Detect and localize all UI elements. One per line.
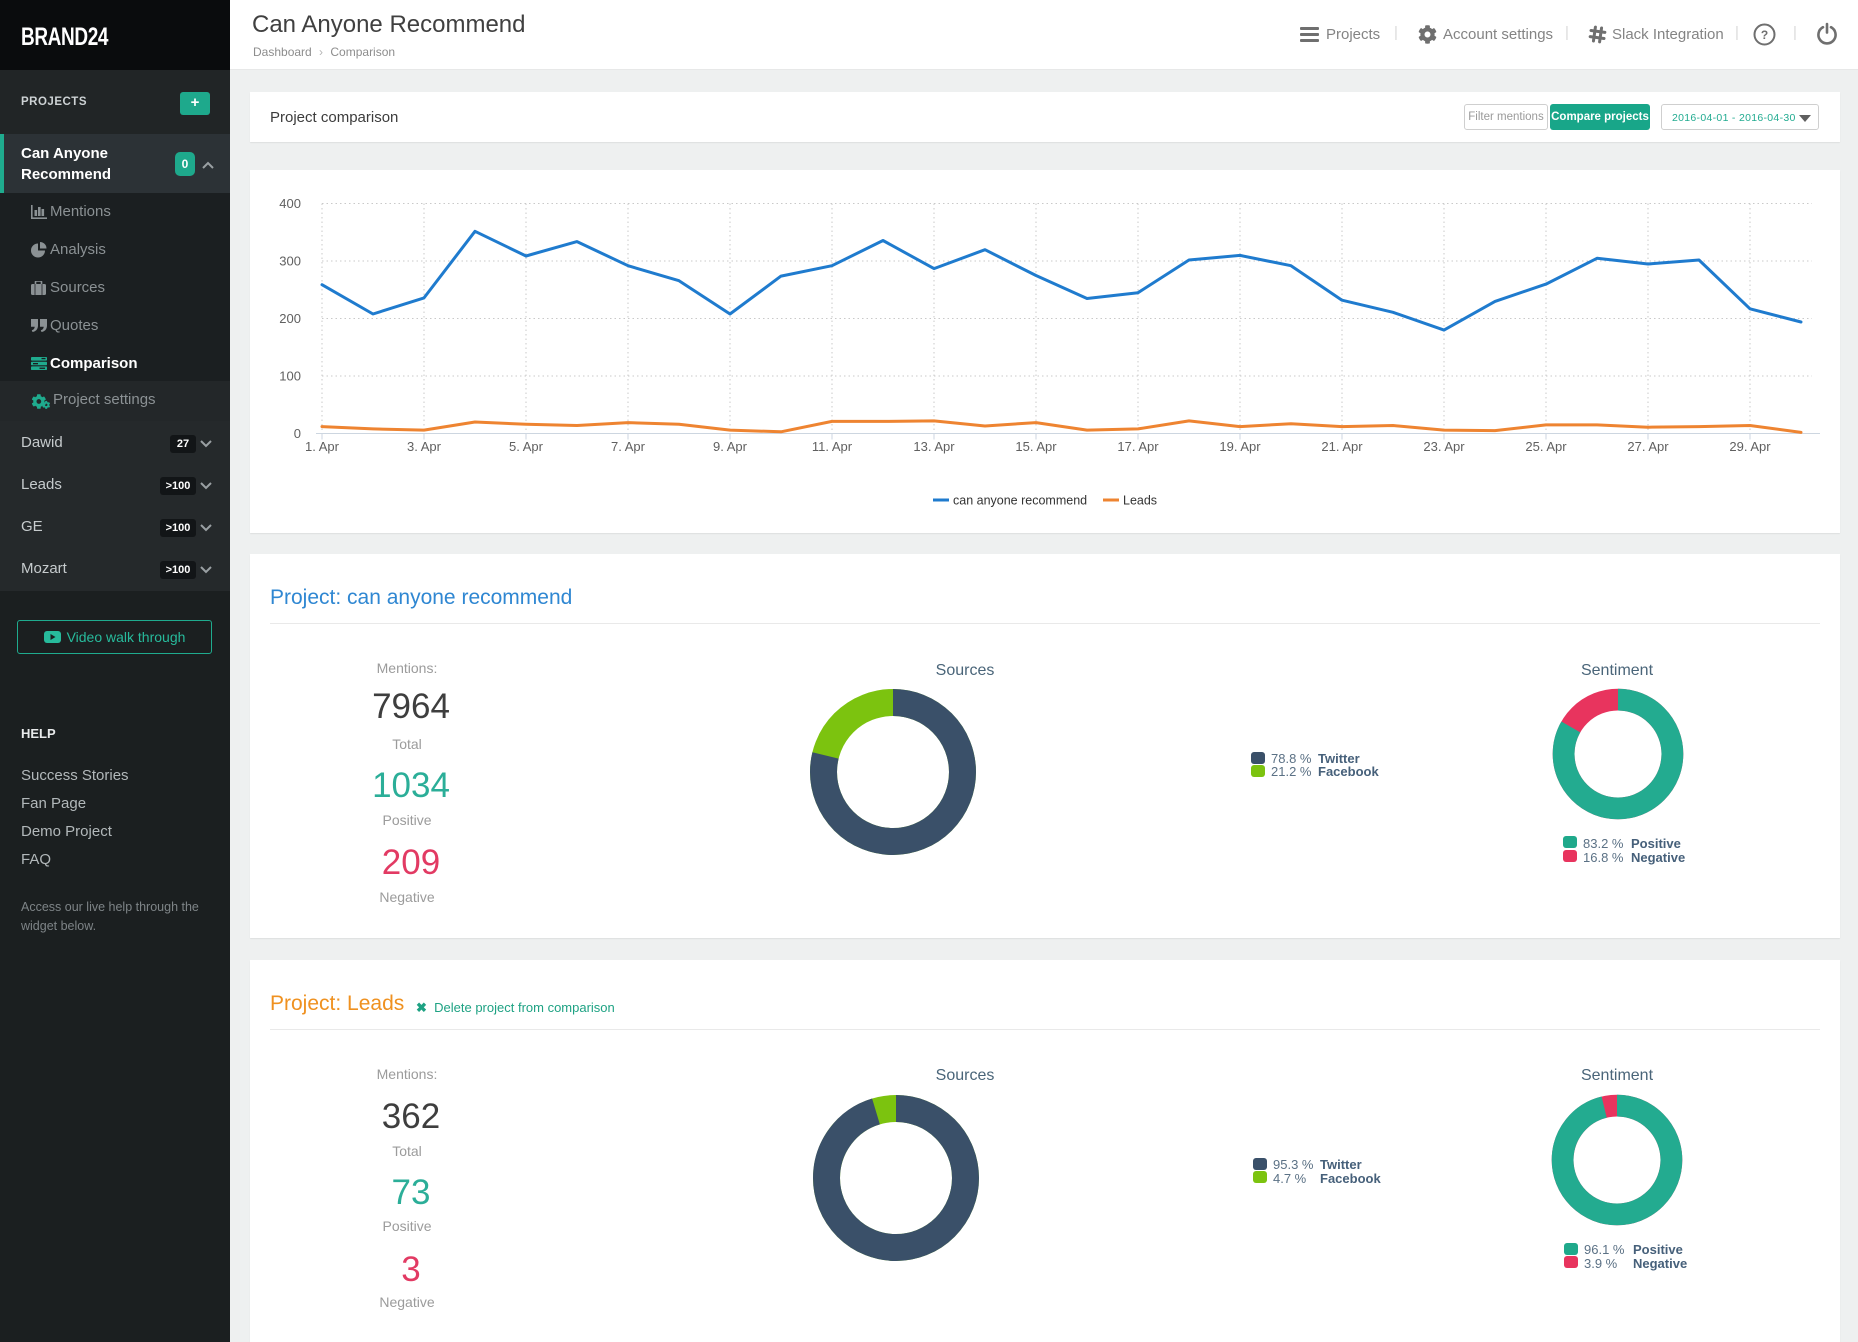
svg-text:100: 100 [279, 369, 301, 384]
svg-text:27. Apr: 27. Apr [1627, 439, 1669, 454]
svg-text:5. Apr: 5. Apr [509, 439, 544, 454]
svg-text:15. Apr: 15. Apr [1015, 439, 1057, 454]
svg-text:11. Apr: 11. Apr [812, 439, 853, 454]
svg-text:Leads: Leads [1123, 494, 1157, 508]
svg-text:17. Apr: 17. Apr [1117, 439, 1159, 454]
svg-text:29. Apr: 29. Apr [1729, 439, 1771, 454]
svg-text:9. Apr: 9. Apr [713, 439, 748, 454]
svg-text:25. Apr: 25. Apr [1525, 439, 1567, 454]
svg-text:23. Apr: 23. Apr [1423, 439, 1465, 454]
svg-text:0: 0 [294, 426, 301, 441]
svg-text:13. Apr: 13. Apr [913, 439, 955, 454]
svg-text:can anyone recommend: can anyone recommend [953, 494, 1087, 508]
svg-text:7. Apr: 7. Apr [611, 439, 646, 454]
svg-text:?: ? [1761, 28, 1768, 42]
svg-text:3. Apr: 3. Apr [407, 439, 442, 454]
svg-text:19. Apr: 19. Apr [1219, 439, 1261, 454]
svg-text:1. Apr: 1. Apr [305, 439, 340, 454]
svg-text:300: 300 [279, 254, 301, 269]
svg-text:200: 200 [279, 311, 301, 326]
svg-text:21. Apr: 21. Apr [1321, 439, 1363, 454]
svg-text:400: 400 [279, 196, 301, 211]
